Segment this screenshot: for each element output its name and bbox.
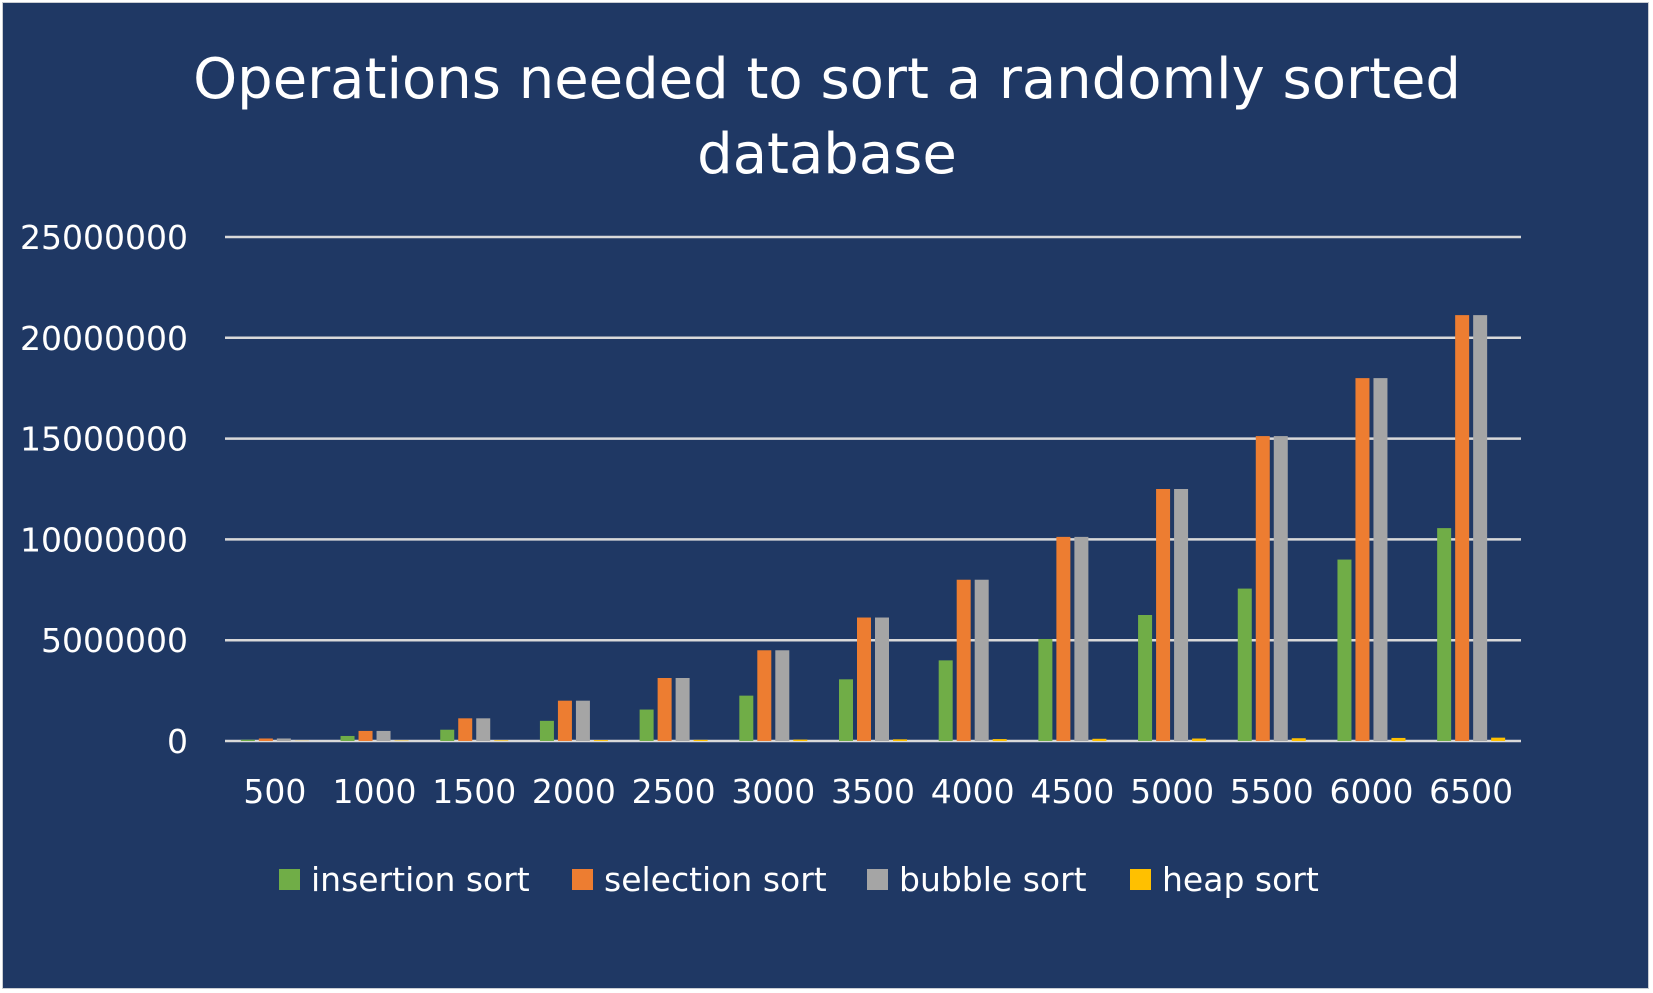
bar-selection-sort-2500 xyxy=(657,678,672,741)
chart-title-line-1: Operations needed to sort a randomly sor… xyxy=(193,47,1461,112)
bar-insertion-sort-5500 xyxy=(1237,588,1252,741)
bar-selection-sort-500 xyxy=(258,738,273,741)
bar-heap-sort-4000 xyxy=(992,739,1007,741)
bar-insertion-sort-3500 xyxy=(839,679,853,741)
x-tick-label: 5500 xyxy=(1230,772,1314,811)
bar-insertion-sort-4500 xyxy=(1038,638,1053,741)
x-tick-label: 1500 xyxy=(432,772,516,811)
y-tick-label: 15000000 xyxy=(20,420,188,459)
bar-insertion-sort-6500 xyxy=(1437,528,1452,741)
bar-bubble-sort-500 xyxy=(276,738,291,741)
y-tick-label: 25000000 xyxy=(20,218,188,257)
bar-heap-sort-1500 xyxy=(494,740,509,741)
bar-selection-sort-6000 xyxy=(1355,378,1370,741)
bar-chart: Operations needed to sort a randomly sor… xyxy=(20,47,1521,899)
x-tick-label: 6500 xyxy=(1429,772,1513,811)
bar-selection-sort-2000 xyxy=(557,700,572,741)
x-tick-label: 1000 xyxy=(333,772,417,811)
legend: insertion sort selection sort bubble sort h… xyxy=(279,860,1319,899)
bar-selection-sort-3500 xyxy=(857,617,871,741)
legend-swatch-insertion-sort xyxy=(279,869,300,890)
gridlines xyxy=(225,235,1521,743)
bar-selection-sort-4000 xyxy=(956,579,971,741)
x-tick-label: 6000 xyxy=(1329,772,1413,811)
x-tick-label: 5000 xyxy=(1130,772,1214,811)
bar-heap-sort-5000 xyxy=(1192,738,1207,741)
bar-heap-sort-6500 xyxy=(1491,737,1506,741)
bar-heap-sort-3500 xyxy=(893,739,907,741)
bar-heap-sort-5500 xyxy=(1291,738,1306,741)
x-tick-label: 2500 xyxy=(632,772,716,811)
bar-insertion-sort-2500 xyxy=(639,709,654,741)
bar-bubble-sort-5000 xyxy=(1174,489,1189,741)
bar-selection-sort-1500 xyxy=(458,718,473,741)
bar-bubble-sort-4000 xyxy=(974,579,989,741)
bar-heap-sort-4500 xyxy=(1092,738,1107,741)
legend-label-heap-sort: heap sort xyxy=(1162,860,1319,899)
bar-bubble-sort-2500 xyxy=(675,678,690,741)
y-tick-label: 10000000 xyxy=(20,520,188,559)
bar-bubble-sort-4500 xyxy=(1074,536,1089,741)
bar-selection-sort-5500 xyxy=(1255,436,1270,741)
bar-bubble-sort-3500 xyxy=(875,617,889,741)
bar-heap-sort-3000 xyxy=(793,739,808,741)
bar-selection-sort-6500 xyxy=(1455,315,1470,741)
bar-selection-sort-1000 xyxy=(358,730,373,741)
bar-bubble-sort-5500 xyxy=(1273,436,1288,741)
y-tick-label: 20000000 xyxy=(20,319,188,358)
bar-bubble-sort-3000 xyxy=(775,650,790,741)
bar-selection-sort-3000 xyxy=(757,650,772,741)
bars xyxy=(240,315,1506,741)
bar-insertion-sort-6000 xyxy=(1337,559,1352,741)
bar-insertion-sort-4000 xyxy=(938,660,953,741)
bar-insertion-sort-5000 xyxy=(1138,615,1153,741)
y-axis-tick-labels: 0 5000000 10000000 15000000 20000000 25000000 xyxy=(20,218,188,761)
bar-selection-sort-5000 xyxy=(1156,489,1171,741)
bar-insertion-sort-3000 xyxy=(739,695,754,741)
bar-insertion-sort-2000 xyxy=(539,720,554,741)
x-tick-label: 3000 xyxy=(731,772,815,811)
bar-insertion-sort-500 xyxy=(240,739,255,741)
x-tick-label: 2000 xyxy=(532,772,616,811)
legend-label-insertion-sort: insertion sort xyxy=(311,860,530,899)
x-tick-label: 4000 xyxy=(931,772,1015,811)
y-tick-label: 5000000 xyxy=(41,621,188,660)
legend-label-selection-sort: selection sort xyxy=(604,860,827,899)
bar-bubble-sort-2000 xyxy=(575,700,590,741)
bar-heap-sort-2000 xyxy=(593,740,608,741)
bar-bubble-sort-6000 xyxy=(1373,378,1388,741)
bar-insertion-sort-1500 xyxy=(440,729,455,741)
x-tick-label: 4500 xyxy=(1030,772,1114,811)
bar-bubble-sort-6500 xyxy=(1473,315,1488,741)
bar-heap-sort-2500 xyxy=(693,739,708,741)
legend-swatch-bubble-sort xyxy=(867,869,888,890)
x-tick-label: 3500 xyxy=(831,772,915,811)
bar-insertion-sort-1000 xyxy=(340,735,355,741)
bar-bubble-sort-1000 xyxy=(376,730,391,741)
chart-title-line-2: database xyxy=(697,122,957,187)
legend-swatch-selection-sort xyxy=(572,869,593,890)
x-tick-label: 500 xyxy=(243,772,306,811)
bar-bubble-sort-1500 xyxy=(476,718,491,741)
legend-swatch-heap-sort xyxy=(1130,869,1151,890)
bar-heap-sort-6000 xyxy=(1391,737,1406,741)
bar-selection-sort-4500 xyxy=(1056,536,1071,741)
y-tick-label: 0 xyxy=(167,722,188,761)
x-axis-tick-labels: 500 1000 1500 2000 2500 3000 3500 4000 4500 5000 5… xyxy=(243,772,1513,811)
legend-label-bubble-sort: bubble sort xyxy=(899,860,1087,899)
